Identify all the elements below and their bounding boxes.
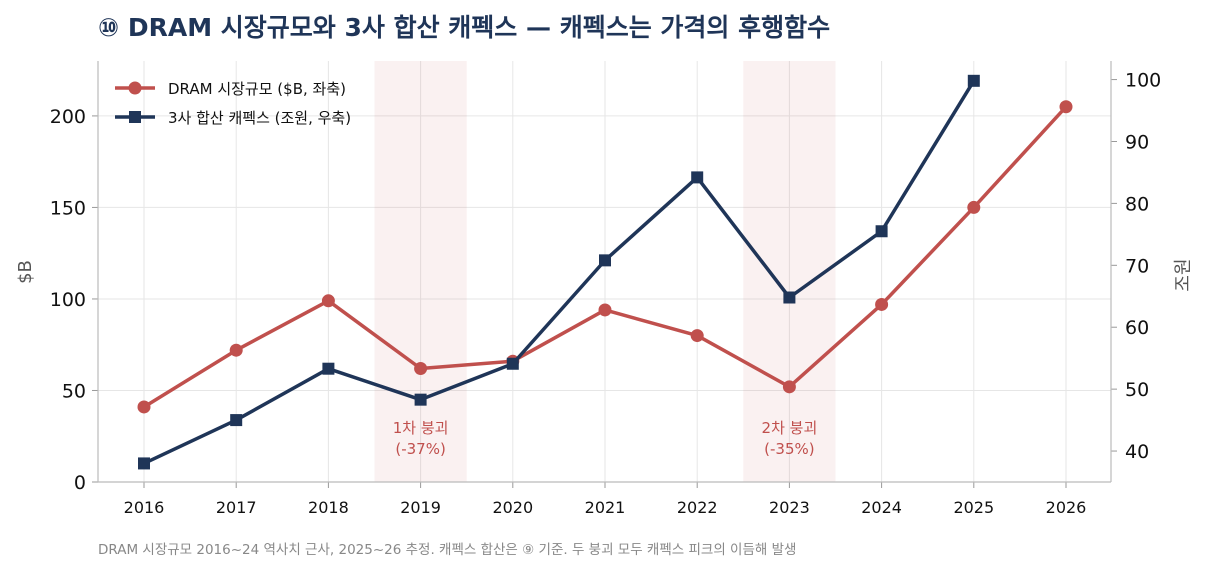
data-point <box>690 329 704 343</box>
x-tick-label: 2026 <box>1046 498 1087 517</box>
y-right-tick-label: 90 <box>1125 131 1149 153</box>
footnote: DRAM 시장규모 2016~24 역사치 근사, 2025~26 추정. 캐펙… <box>98 542 796 558</box>
x-tick-label: 2025 <box>953 498 994 517</box>
legend-entry: DRAM 시장규모 ($B, 좌축) <box>168 80 346 98</box>
region-annotation-line1: 2차 붕괴 <box>762 419 818 437</box>
legend-entry: 3사 합산 캐펙스 (조원, 우축) <box>168 109 351 127</box>
data-point <box>598 303 612 317</box>
y-left-tick-label: 0 <box>74 472 86 494</box>
chart-title: ⑩ DRAM 시장규모와 3사 합산 캐펙스 — 캐펙스는 가격의 후행함수 <box>98 13 830 42</box>
axes: 2016 2017 2018 2019 2020 2021 2022 2023 2024 2025… <box>50 61 1161 517</box>
data-point <box>414 362 428 376</box>
y-right-tick-label: 80 <box>1125 193 1149 215</box>
data-point <box>230 414 243 427</box>
data-point <box>229 343 243 357</box>
x-tick-label: 2017 <box>216 498 257 517</box>
x-tick-label: 2020 <box>492 498 533 517</box>
y-left-tick-label: 100 <box>50 289 86 311</box>
y-axis-right-label: 조원 <box>1173 258 1194 291</box>
data-point <box>782 380 796 394</box>
x-tick-label: 2019 <box>400 498 441 517</box>
region-annotation-line2: (-37%) <box>395 440 445 458</box>
grid <box>98 61 1111 482</box>
data-point <box>138 457 150 470</box>
data-point <box>506 357 519 370</box>
data-point <box>129 111 141 123</box>
data-point <box>137 400 151 414</box>
y-left-tick-label: 150 <box>50 197 86 219</box>
data-point <box>783 291 796 304</box>
x-tick-label: 2022 <box>677 498 718 517</box>
y-left-tick-label: 200 <box>50 106 86 128</box>
y-left-tick-label: 50 <box>62 380 86 402</box>
x-tick-label: 2018 <box>308 498 349 517</box>
x-tick-label: 2024 <box>861 498 902 517</box>
data-point <box>128 81 142 95</box>
series-line-2 <box>143 79 976 466</box>
shaded-region <box>374 61 467 482</box>
y-right-tick-label: 70 <box>1125 255 1149 277</box>
data-point <box>875 225 888 238</box>
y-right-tick-label: 60 <box>1125 317 1149 339</box>
x-tick-label: 2023 <box>769 498 810 517</box>
region-annotation-line2: (-35%) <box>764 440 814 458</box>
region-annotation-line1: 1차 붕괴 <box>393 419 449 437</box>
shaded-regions: 1차 붕괴 (-37%) 2차 붕괴 (-35%) <box>374 61 836 482</box>
y-axis-left-label: $B <box>15 260 36 284</box>
y-right-tick-label: 100 <box>1125 70 1161 92</box>
x-tick-label: 2021 <box>585 498 626 517</box>
x-tick-label: 2016 <box>124 498 165 517</box>
data-point <box>321 294 335 308</box>
data-point <box>875 297 889 311</box>
data-point <box>414 393 427 406</box>
legend: DRAM 시장규모 ($B, 좌축) 3사 합산 캐펙스 (조원, 우축) <box>115 80 351 127</box>
data-point <box>599 254 611 267</box>
data-point <box>322 362 335 375</box>
data-point <box>691 171 704 184</box>
series <box>137 74 1073 470</box>
data-point <box>967 74 980 87</box>
y-right-tick-label: 40 <box>1125 441 1149 463</box>
shaded-region <box>743 61 836 482</box>
data-point <box>967 200 981 214</box>
y-right-tick-label: 50 <box>1125 379 1149 401</box>
data-point <box>1059 100 1073 114</box>
